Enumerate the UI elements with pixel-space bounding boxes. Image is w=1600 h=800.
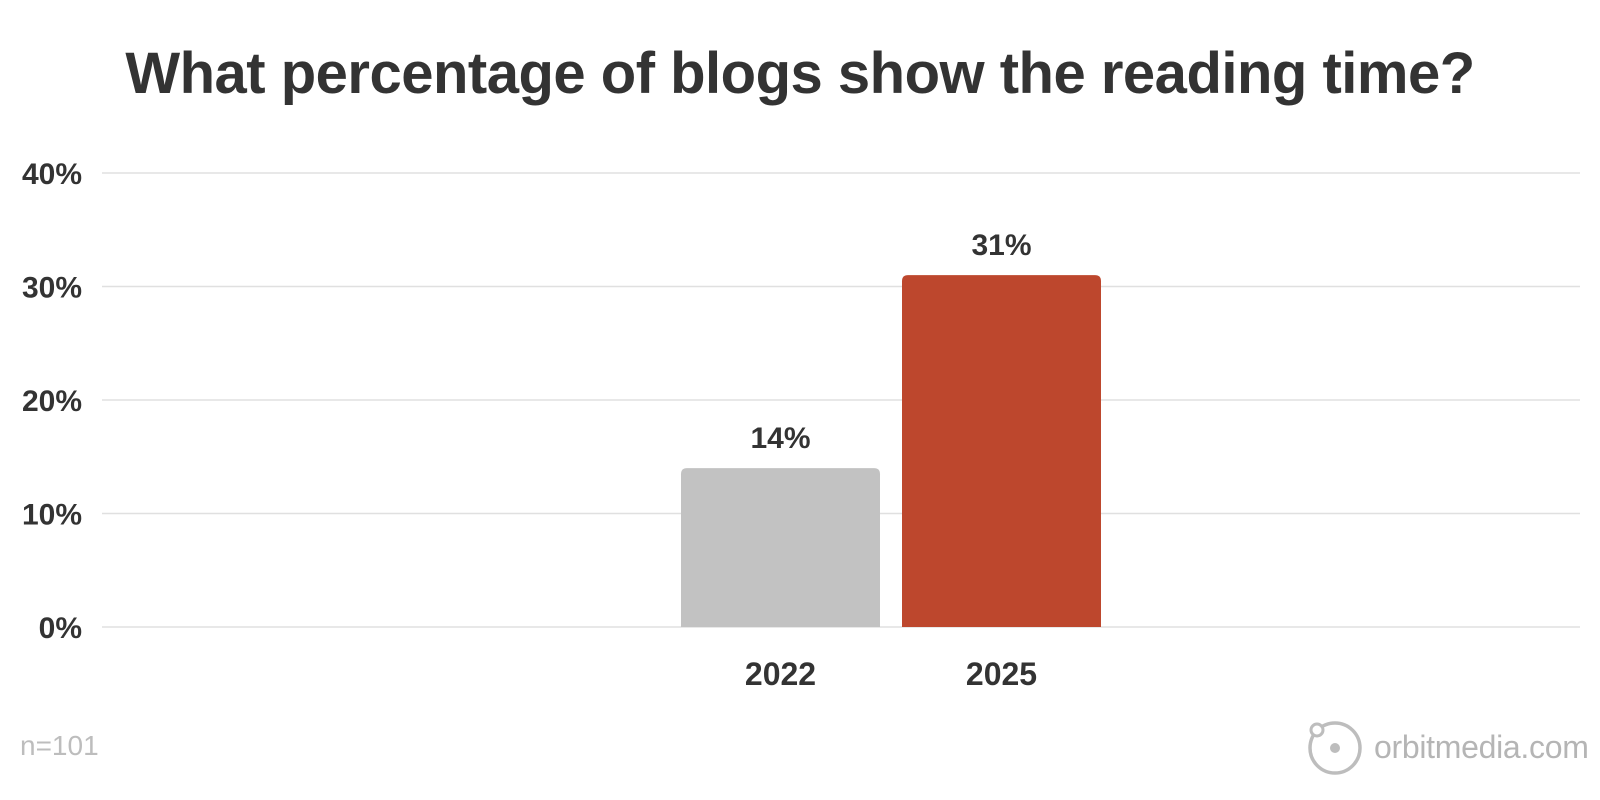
y-tick-label: 0% (39, 612, 82, 645)
value-labels: 14% 31% (750, 229, 1031, 455)
bar-value-label: 14% (750, 422, 810, 455)
sample-size-note: n=101 (20, 730, 99, 761)
orbit-logo-icon (1308, 721, 1362, 775)
y-tick-label: 10% (22, 499, 82, 532)
chart-title: What percentage of blogs show the readin… (125, 41, 1475, 106)
bar-value-label: 31% (971, 229, 1031, 262)
x-tick-label: 2025 (966, 656, 1037, 692)
brand-name: orbitmedia.com (1374, 728, 1589, 765)
x-axis-ticks: 2022 2025 (745, 656, 1037, 692)
bar (681, 468, 880, 627)
y-tick-label: 20% (22, 385, 82, 418)
y-tick-label: 40% (22, 158, 82, 191)
bars (681, 275, 1101, 627)
y-tick-label: 30% (22, 272, 82, 305)
x-tick-label: 2022 (745, 656, 816, 692)
bar (902, 275, 1101, 627)
y-axis-ticks: 0% 10% 20% 30% 40% (22, 158, 82, 645)
brand-logo: orbitmedia.com (1306, 718, 1589, 776)
